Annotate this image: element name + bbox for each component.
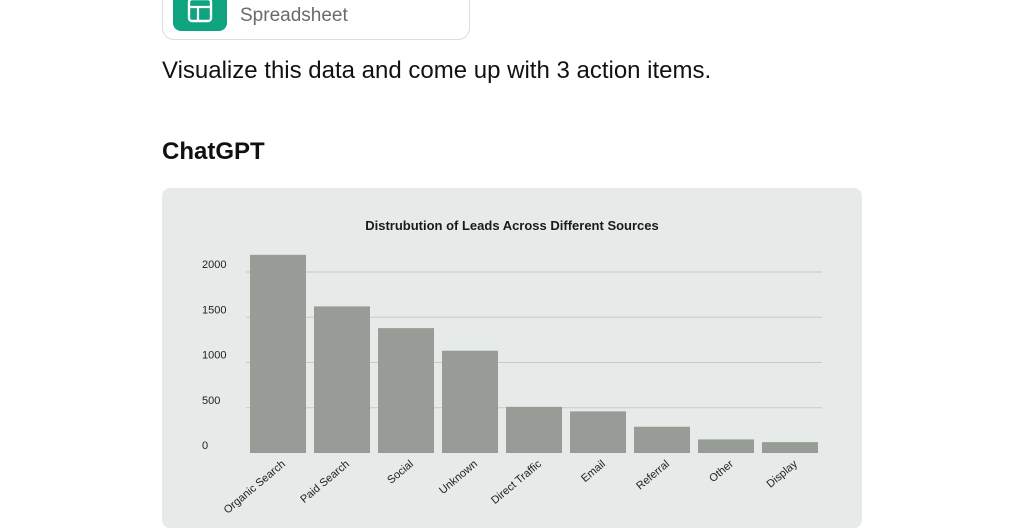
- x-tick-label: Display: [765, 458, 801, 491]
- bar-display: [762, 442, 818, 453]
- bar-organic-search: [250, 254, 306, 453]
- x-tick-label: Paid Search: [298, 458, 352, 506]
- y-tick-label: 1000: [202, 350, 226, 362]
- x-tick-label: Social: [385, 458, 416, 486]
- y-tick-label: 500: [202, 395, 220, 407]
- bar-social: [378, 328, 434, 453]
- chart-panel: Distrubution of Leads Across Different S…: [162, 188, 862, 528]
- bar-chart: Distrubution of Leads Across Different S…: [202, 218, 822, 516]
- y-tick-label: 1500: [202, 304, 226, 316]
- bar-email: [570, 411, 626, 453]
- y-tick-label: 0: [202, 440, 208, 452]
- x-tick-label: Organic Search: [222, 458, 288, 516]
- bar-direct-traffic: [506, 406, 562, 453]
- x-tick-label: Direct Traffic: [489, 458, 544, 507]
- bar-referral: [634, 426, 690, 453]
- bar-unknown: [442, 350, 498, 453]
- x-tick-label: Referral: [634, 458, 672, 492]
- chart-title: Distrubution of Leads Across Different S…: [365, 218, 659, 233]
- y-tick-label: 2000: [202, 259, 226, 271]
- attachment-type: Spreadsheet: [240, 5, 348, 26]
- attachment-card[interactable]: Spreadsheet: [162, 0, 470, 40]
- bar-other: [698, 439, 754, 453]
- user-message: Visualize this data and come up with 3 a…: [162, 57, 712, 84]
- x-tick-label: Email: [579, 458, 608, 485]
- assistant-name: ChatGPT: [162, 138, 265, 165]
- bar-paid-search: [314, 306, 370, 453]
- spreadsheet-icon: [173, 0, 227, 31]
- x-tick-label: Other: [707, 458, 736, 485]
- x-tick-label: Unknown: [437, 458, 480, 497]
